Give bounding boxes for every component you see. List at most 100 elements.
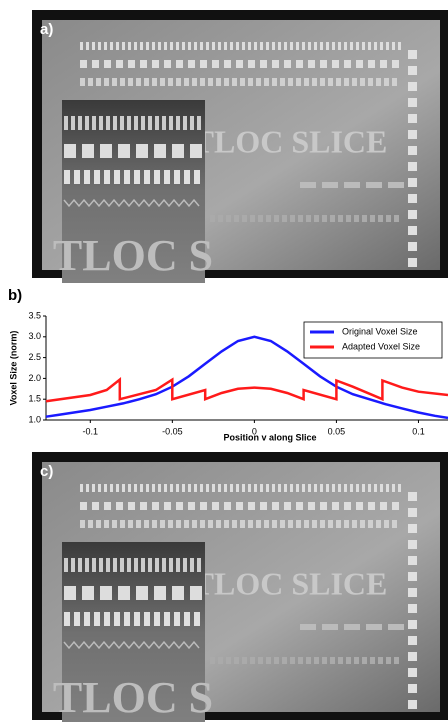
bar-pattern bbox=[274, 657, 279, 664]
side-block bbox=[408, 98, 417, 107]
inset-bar bbox=[85, 116, 89, 130]
bar-pattern bbox=[344, 78, 349, 86]
bar-pattern bbox=[284, 484, 287, 492]
bar-pattern bbox=[370, 215, 375, 222]
bar-pattern bbox=[144, 78, 149, 86]
bar-pattern bbox=[332, 60, 339, 68]
bar-pattern bbox=[362, 42, 365, 50]
inset-bar bbox=[120, 116, 124, 130]
inset-bar bbox=[134, 170, 140, 184]
bar-pattern bbox=[96, 78, 101, 86]
side-block bbox=[408, 524, 417, 533]
bar-pattern bbox=[216, 520, 221, 528]
bar-pattern bbox=[376, 520, 381, 528]
bar-pattern bbox=[398, 484, 401, 492]
bar-pattern bbox=[314, 484, 317, 492]
inset-bar bbox=[134, 116, 138, 130]
bar-pattern bbox=[152, 78, 157, 86]
inset-bar bbox=[100, 144, 112, 158]
inset-bar bbox=[100, 586, 112, 600]
bar-pattern bbox=[206, 42, 209, 50]
bar-pattern bbox=[80, 78, 85, 86]
bar-pattern bbox=[140, 42, 143, 50]
bar-pattern bbox=[170, 42, 173, 50]
bar-pattern bbox=[260, 502, 267, 510]
bar-pattern bbox=[352, 520, 357, 528]
bar-pattern bbox=[260, 60, 267, 68]
bar-pattern bbox=[368, 42, 371, 50]
bar-pattern bbox=[168, 78, 173, 86]
bar-pattern bbox=[116, 60, 123, 68]
y-axis-label: Voxel Size (norm) bbox=[8, 331, 18, 406]
side-block bbox=[408, 588, 417, 597]
inset-bar bbox=[155, 558, 159, 572]
y-tick-label: 2.0 bbox=[28, 373, 41, 383]
bar-pattern bbox=[258, 215, 263, 222]
inset-bar bbox=[124, 170, 130, 184]
inset-bar bbox=[148, 116, 152, 130]
inset-bar bbox=[124, 612, 130, 626]
inset-bar bbox=[64, 116, 68, 130]
bar-pattern bbox=[128, 78, 133, 86]
bar-pattern bbox=[226, 215, 231, 222]
bar-pattern bbox=[338, 484, 341, 492]
inset-bar bbox=[71, 558, 75, 572]
phantom-text: TLOC SLICE bbox=[193, 565, 388, 601]
inset-bar bbox=[184, 612, 190, 626]
bar-pattern bbox=[300, 182, 316, 188]
bar-pattern bbox=[392, 42, 395, 50]
bar-pattern bbox=[368, 520, 373, 528]
bar-pattern bbox=[120, 520, 125, 528]
bar-pattern bbox=[338, 215, 343, 222]
bar-pattern bbox=[272, 484, 275, 492]
side-block bbox=[408, 540, 417, 549]
y-tick-label: 3.5 bbox=[28, 310, 41, 320]
bar-pattern bbox=[264, 78, 269, 86]
inset-bar bbox=[134, 612, 140, 626]
bar-pattern bbox=[140, 484, 143, 492]
bar-pattern bbox=[116, 484, 119, 492]
bar-pattern bbox=[308, 502, 315, 510]
y-tick-label: 2.5 bbox=[28, 352, 41, 362]
bar-pattern bbox=[380, 60, 387, 68]
bar-pattern bbox=[110, 42, 113, 50]
inset-bar bbox=[113, 116, 117, 130]
bar-pattern bbox=[394, 215, 399, 222]
bar-pattern bbox=[378, 215, 383, 222]
bar-pattern bbox=[278, 42, 281, 50]
bar-pattern bbox=[266, 42, 269, 50]
bar-pattern bbox=[96, 520, 101, 528]
bar-pattern bbox=[362, 657, 367, 664]
bar-pattern bbox=[80, 520, 85, 528]
bar-pattern bbox=[296, 60, 303, 68]
bar-pattern bbox=[306, 215, 311, 222]
bar-pattern bbox=[392, 502, 399, 510]
inset-bar bbox=[164, 170, 170, 184]
bar-pattern bbox=[370, 657, 375, 664]
inset-bar bbox=[194, 612, 200, 626]
inset-bar bbox=[134, 558, 138, 572]
inset-bar bbox=[74, 170, 80, 184]
bar-pattern bbox=[234, 215, 239, 222]
inset-bar bbox=[190, 586, 202, 600]
side-block bbox=[408, 668, 417, 677]
bar-pattern bbox=[116, 502, 123, 510]
bar-pattern bbox=[182, 484, 185, 492]
bar-pattern bbox=[98, 484, 101, 492]
bar-pattern bbox=[328, 520, 333, 528]
bar-pattern bbox=[388, 624, 404, 630]
bar-pattern bbox=[296, 502, 303, 510]
bar-pattern bbox=[80, 42, 83, 50]
bar-pattern bbox=[296, 78, 301, 86]
bar-pattern bbox=[350, 42, 353, 50]
bar-pattern bbox=[368, 484, 371, 492]
x-tick-label: -0.1 bbox=[83, 426, 99, 436]
bar-pattern bbox=[312, 520, 317, 528]
bar-pattern bbox=[366, 624, 382, 630]
x-tick-label: -0.05 bbox=[162, 426, 183, 436]
bar-pattern bbox=[184, 78, 189, 86]
bar-pattern bbox=[322, 182, 338, 188]
bar-pattern bbox=[92, 502, 99, 510]
bar-pattern bbox=[306, 657, 311, 664]
bar-pattern bbox=[224, 78, 229, 86]
